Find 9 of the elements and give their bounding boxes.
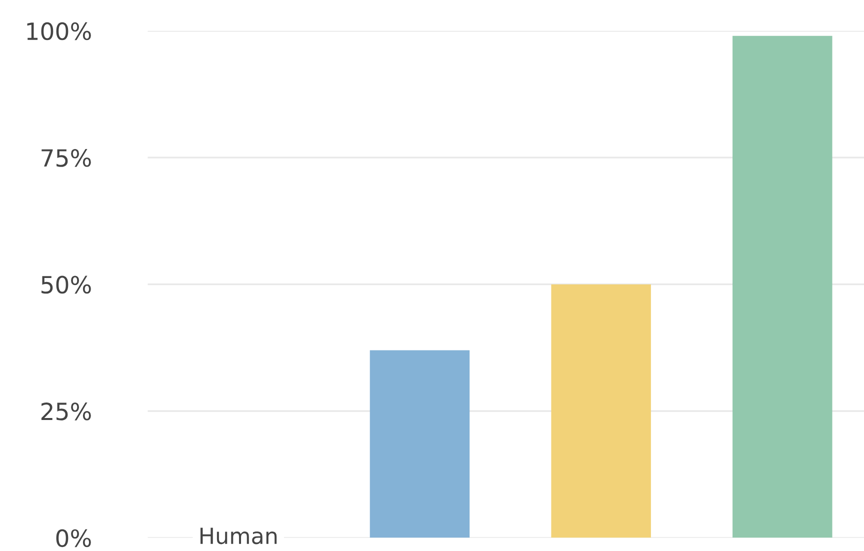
bar [370,350,470,538]
bar [732,36,832,538]
y-tick-label: 50% [42,276,91,294]
bar [551,284,651,538]
y-tick-label: 0% [56,529,91,548]
y-tick-label: 25% [41,402,91,420]
y-tick-label: 75% [42,149,91,167]
x-tick-label: Human [200,528,277,544]
y-tick-label: 100% [27,22,91,40]
